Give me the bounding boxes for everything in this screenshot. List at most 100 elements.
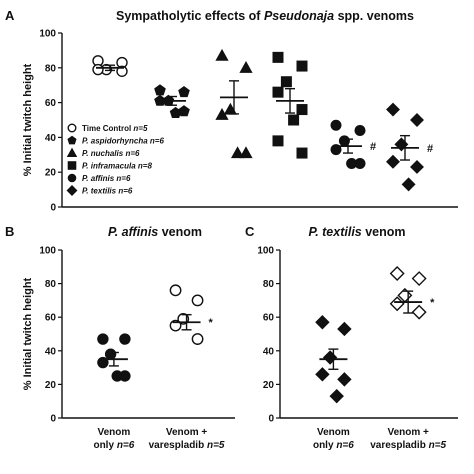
- significance-marker: *: [430, 297, 435, 309]
- data-point: [337, 321, 352, 337]
- category-text: varespladib: [149, 440, 207, 451]
- panel-label: A: [5, 8, 15, 23]
- legend-text: Time Control: [82, 124, 133, 133]
- data-point: [296, 147, 308, 159]
- legend-marker: [67, 173, 77, 183]
- panel-label: C: [245, 224, 255, 239]
- data-point: [315, 315, 330, 330]
- category-n: n=6: [117, 440, 135, 451]
- data-point: [169, 106, 182, 118]
- panel-c-chart: C P. textilis venom 0 20 40 60 80 100 * Venom only…: [245, 224, 458, 451]
- data-point: [322, 350, 338, 365]
- data-point: [178, 86, 190, 98]
- legend-n: n=6: [116, 174, 131, 183]
- data-point: [239, 146, 253, 159]
- y-tick-label: 80: [45, 279, 57, 290]
- title-text: Sympatholytic effects of: [116, 9, 264, 23]
- y-tick-label: 0: [268, 414, 274, 425]
- panel-b-chart: B P. affinis venom 0 20 40 60 80 100 % Initial t…: [5, 224, 235, 451]
- legend-n: n=5: [133, 124, 148, 133]
- y-tick-label: 20: [45, 168, 57, 179]
- data-point: [215, 108, 229, 120]
- data-point: [119, 333, 131, 345]
- legend-marker: [67, 161, 77, 170]
- data-point: [178, 105, 190, 117]
- data-point: [97, 333, 109, 345]
- data-point: [330, 144, 342, 156]
- significance-marker: #: [427, 143, 433, 155]
- category-text: only: [93, 440, 116, 451]
- data-point: [411, 271, 427, 287]
- data-point: [191, 294, 204, 307]
- legend-species: P. nuchalis: [82, 149, 124, 158]
- legend-entry: Time Control n=5: [82, 124, 148, 133]
- panel-label: B: [5, 224, 14, 239]
- data-point: [346, 158, 358, 169]
- legend-entry: P. nuchalis n=6: [82, 149, 140, 158]
- y-axis-label: % Initial twitch height: [22, 63, 34, 176]
- legend-n: n=6: [118, 187, 133, 196]
- data-point: [386, 102, 400, 117]
- data-point: [386, 154, 400, 169]
- legend-species: P. affinis: [82, 174, 115, 183]
- data-point: [389, 266, 405, 282]
- y-tick-label: 40: [263, 346, 275, 357]
- y-tick-label: 80: [45, 63, 57, 74]
- title-text: spp. venoms: [334, 9, 414, 23]
- chart-title: P. affinis venom: [108, 225, 202, 239]
- category-text: varespladib: [370, 440, 428, 451]
- chart-title: Sympatholytic effects of Pseudonaja spp.…: [116, 9, 414, 23]
- legend-n: n=6: [125, 149, 140, 158]
- data-point: [288, 114, 300, 126]
- x-category-label: varespladib n=5: [370, 440, 446, 451]
- legend-marker: [67, 123, 77, 133]
- data-point: [116, 65, 128, 77]
- data-point: [354, 124, 366, 136]
- legend-marker: [66, 147, 78, 157]
- data-point: [337, 372, 352, 387]
- category-n: n=5: [429, 440, 447, 451]
- data-point: [111, 370, 123, 382]
- category-text: only: [313, 440, 336, 451]
- data-point: [215, 48, 229, 61]
- x-category-label: only n=6: [313, 440, 354, 451]
- y-tick-label: 60: [45, 313, 57, 324]
- x-category-label: only n=6: [93, 440, 134, 451]
- data-point: [296, 104, 308, 116]
- data-point: [329, 388, 344, 404]
- data-point: [272, 51, 284, 63]
- legend-marker: [66, 185, 78, 196]
- data-point: [296, 60, 308, 72]
- x-category-label: Venom: [98, 427, 131, 438]
- y-tick-label: 0: [50, 203, 56, 214]
- y-tick-label: 80: [263, 279, 275, 290]
- data-point: [411, 304, 427, 320]
- legend-entry: P. textilis n=6: [82, 187, 133, 196]
- title-text: venom: [362, 225, 406, 239]
- significance-marker: #: [370, 141, 376, 153]
- legend-entry: P. aspidorhyncha n=6: [82, 137, 164, 146]
- data-point: [410, 160, 424, 174]
- y-tick-label: 100: [257, 246, 274, 257]
- legend-species: P. aspidorhyncha: [82, 137, 148, 146]
- data-point: [191, 333, 204, 345]
- category-n: n=6: [336, 440, 354, 451]
- y-axis-label: % Initial twitch height: [22, 277, 34, 390]
- data-point: [272, 86, 284, 98]
- x-category-label: Venom: [317, 427, 350, 438]
- x-category-label: Venom +: [387, 427, 429, 438]
- y-tick-label: 20: [45, 380, 57, 391]
- title-text: venom: [158, 225, 202, 239]
- data-point: [239, 61, 253, 73]
- data-point: [280, 76, 292, 88]
- panel-a-chart: A Sympatholytic effects of Pseudonaja spp…: [5, 8, 458, 214]
- data-point: [272, 135, 284, 147]
- data-point: [169, 284, 182, 297]
- y-tick-label: 20: [263, 380, 275, 391]
- legend-entry: P. inframacula n=8: [82, 162, 152, 171]
- legend-n: n=8: [138, 162, 153, 171]
- data-point: [401, 177, 416, 192]
- x-category-label: Venom +: [166, 427, 208, 438]
- title-species: P. textilis: [308, 225, 361, 239]
